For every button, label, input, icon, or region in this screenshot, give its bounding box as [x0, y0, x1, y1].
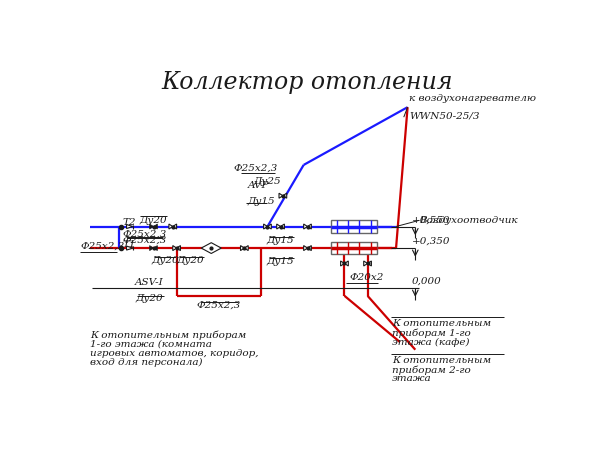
Text: приборам 1-го: приборам 1-го — [392, 328, 471, 337]
Text: Ф25х2,3: Ф25х2,3 — [234, 164, 278, 173]
Polygon shape — [176, 246, 181, 250]
Text: Ф20х2: Ф20х2 — [350, 273, 384, 282]
Bar — [331, 220, 377, 233]
Polygon shape — [127, 246, 133, 250]
Text: Ф25х2,3: Ф25х2,3 — [197, 300, 241, 309]
Polygon shape — [173, 224, 176, 229]
Text: +0,550: +0,550 — [412, 215, 450, 224]
Text: 1-го этажа (комната: 1-го этажа (комната — [91, 340, 212, 349]
Polygon shape — [263, 224, 268, 229]
Text: T1: T1 — [123, 240, 136, 249]
Polygon shape — [279, 193, 283, 198]
Text: игровых автоматов, коридор,: игровых автоматов, коридор, — [91, 349, 259, 358]
Polygon shape — [268, 224, 271, 229]
Polygon shape — [154, 246, 157, 250]
Polygon shape — [241, 246, 244, 250]
Text: Ф25х2,3: Ф25х2,3 — [122, 230, 166, 239]
Polygon shape — [308, 224, 311, 229]
Text: Ду25: Ду25 — [254, 178, 281, 187]
Polygon shape — [201, 243, 221, 253]
Polygon shape — [304, 246, 308, 250]
Polygon shape — [149, 224, 154, 229]
Text: T2: T2 — [123, 218, 136, 228]
Polygon shape — [283, 193, 287, 198]
Bar — [331, 242, 377, 254]
Text: +0,350: +0,350 — [412, 237, 450, 246]
Text: Ду15: Ду15 — [247, 197, 275, 206]
Text: AVP: AVP — [247, 180, 269, 189]
Polygon shape — [281, 224, 284, 229]
Text: Ф25х2,3: Ф25х2,3 — [80, 242, 125, 251]
Polygon shape — [308, 246, 311, 250]
Text: этажа: этажа — [392, 374, 432, 383]
Text: К отопительным приборам: К отопительным приборам — [91, 330, 247, 340]
Text: 0,000: 0,000 — [412, 277, 441, 286]
Text: Воздухоотводчик: Воздухоотводчик — [419, 216, 518, 225]
Text: К отопительным: К отопительным — [392, 319, 491, 328]
Text: Ду15: Ду15 — [267, 236, 295, 245]
Polygon shape — [304, 224, 308, 229]
Polygon shape — [368, 261, 371, 266]
Text: вход для персонала): вход для персонала) — [91, 358, 203, 367]
Text: WWN50-25/3: WWN50-25/3 — [409, 111, 479, 120]
Polygon shape — [277, 224, 281, 229]
Text: приборам 2-го: приборам 2-го — [392, 365, 471, 375]
Polygon shape — [127, 225, 133, 228]
Polygon shape — [244, 246, 248, 250]
Polygon shape — [173, 246, 176, 250]
Text: Ду20: Ду20 — [140, 216, 167, 225]
Text: Ф25х2,3: Ф25х2,3 — [122, 236, 166, 245]
Polygon shape — [149, 246, 154, 250]
Polygon shape — [169, 224, 173, 229]
Text: Ду15: Ду15 — [267, 258, 295, 266]
Text: К отопительным: К отопительным — [392, 356, 491, 365]
Text: Коллектор отопления: Коллектор отопления — [162, 71, 453, 94]
Text: к воздухонагревателю: к воздухонагревателю — [409, 94, 536, 103]
Text: Ду20: Ду20 — [151, 256, 179, 265]
Text: ASV-I: ASV-I — [135, 278, 164, 287]
Text: Ду20: Ду20 — [136, 294, 163, 303]
Polygon shape — [154, 224, 157, 229]
Text: этажа (кафе): этажа (кафе) — [392, 337, 470, 347]
Polygon shape — [344, 261, 349, 266]
Polygon shape — [341, 261, 344, 266]
Text: Ду20: Ду20 — [176, 256, 204, 265]
Polygon shape — [364, 261, 368, 266]
